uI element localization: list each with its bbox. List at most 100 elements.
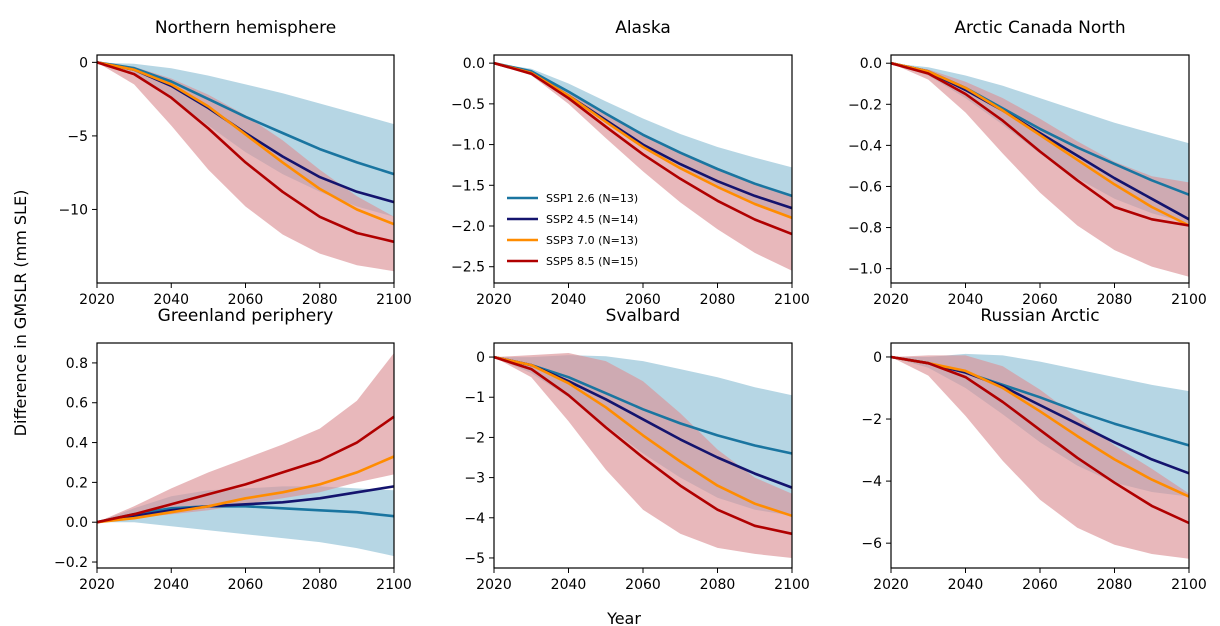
x-tick-label: 2100	[1171, 577, 1207, 593]
panel-title: Russian Arctic	[980, 306, 1099, 326]
y-tick-label: −2	[464, 430, 485, 446]
legend: SSP1 2.6 (N=13) SSP2 4.5 (N=14) SSP3 7.0 (…	[507, 192, 638, 268]
y-tick-label: 0.0	[860, 56, 882, 72]
ssp5-range-band	[494, 353, 792, 558]
x-tick-label: 2100	[1171, 292, 1207, 308]
y-tick-label: 0.8	[66, 356, 88, 372]
series-line-ssp2	[96, 485, 395, 524]
y-tick-label: 0.6	[66, 396, 88, 412]
y-tick-label: −2.5	[451, 260, 485, 276]
ssp5-range-band	[97, 62, 394, 272]
x-tick-label: 2040	[948, 292, 984, 308]
x-tick-label: 2080	[1097, 292, 1133, 308]
x-tick-label: 2020	[476, 292, 512, 308]
series-line-ssp5	[96, 61, 395, 244]
x-tick-label: 2020	[79, 292, 115, 308]
x-tick-label: 2060	[625, 577, 661, 593]
panel-3: 2020 2040 2060 2080 2100 0.0 −0.2 −0.4 −0.6 −0.8 −…	[848, 18, 1207, 308]
y-tick-label: −2.0	[451, 219, 485, 235]
x-tick-label: 2060	[625, 292, 661, 308]
ssp5-range-band	[494, 63, 792, 271]
x-tick-label: 2040	[551, 292, 587, 308]
panel-5: 2020 2040 2060 2080 2100 0 −1 −2 −3 −4 −5 Svalbard	[464, 306, 809, 593]
legend-label: SSP5 8.5 (N=15)	[546, 255, 638, 268]
x-tick-label: 2100	[376, 292, 412, 308]
series-line-ssp3	[96, 61, 395, 226]
y-tick-label: −5	[464, 551, 485, 567]
series-line-ssp5	[96, 415, 395, 524]
y-tick-label: 0	[873, 350, 882, 366]
x-tick-label: 2100	[774, 577, 810, 593]
x-tick-label: 2060	[1022, 292, 1058, 308]
series-line-ssp5	[493, 61, 793, 236]
series-line-ssp3	[890, 61, 1190, 227]
y-tick-label: 0.0	[463, 56, 485, 72]
y-tick-label: −0.5	[451, 97, 485, 113]
x-tick-label: 2020	[873, 577, 909, 593]
y-tick-label: −4	[464, 511, 485, 527]
x-tick-label: 2020	[476, 577, 512, 593]
series-line-ssp1	[493, 61, 793, 198]
ssp5-range-band	[891, 355, 1189, 559]
y-tick-label: −2	[861, 412, 882, 428]
series-line-ssp5	[890, 61, 1190, 227]
y-tick-label: −3	[464, 471, 485, 487]
series-line-ssp5	[890, 355, 1190, 525]
y-tick-label: −0.2	[54, 555, 88, 571]
panel-6: 2020 2040 2060 2080 2100 0 −2 −4 −6 Russian Arcti…	[861, 306, 1206, 593]
panel-title: Svalbard	[606, 306, 681, 326]
ssp5-range-band	[891, 63, 1189, 277]
y-tick-label: −0.8	[848, 221, 882, 237]
y-tick-label: −10	[58, 202, 88, 218]
legend-label: SSP1 2.6 (N=13)	[546, 192, 638, 205]
y-tick-label: −0.6	[848, 179, 882, 195]
panel-1: 2020 2040 2060 2080 2100 0 −5 −10 Northern hemis…	[58, 18, 411, 308]
x-tick-label: 2080	[302, 577, 338, 593]
y-tick-label: −1	[464, 390, 485, 406]
x-tick-label: 2060	[1022, 577, 1058, 593]
y-tick-label: 0	[476, 350, 485, 366]
y-tick-label: −1.5	[451, 178, 485, 194]
y-tick-label: 0	[79, 55, 88, 71]
y-tick-label: −1.0	[451, 138, 485, 154]
panel-title: Greenland periphery	[158, 306, 334, 326]
panel-title: Northern hemisphere	[155, 18, 336, 38]
legend-label: SSP2 4.5 (N=14)	[546, 213, 638, 226]
series-line-ssp5	[493, 355, 793, 536]
x-tick-label: 2040	[153, 577, 189, 593]
x-tick-label: 2020	[79, 577, 115, 593]
x-tick-label: 2080	[700, 577, 736, 593]
y-tick-label: 0.2	[66, 475, 88, 491]
x-axis-title: Year	[606, 609, 641, 626]
x-tick-label: 2100	[376, 577, 412, 593]
x-tick-label: 2080	[700, 292, 736, 308]
x-tick-label: 2020	[873, 292, 909, 308]
y-tick-label: −0.4	[848, 138, 882, 154]
y-axis-title: Difference in GMSLR (mm SLE)	[11, 190, 30, 437]
x-tick-label: 2080	[1097, 577, 1133, 593]
y-tick-label: −4	[861, 474, 882, 490]
panel-title: Alaska	[615, 18, 671, 38]
x-tick-label: 2040	[948, 577, 984, 593]
x-tick-label: 2060	[228, 577, 264, 593]
ssp5-range-band	[97, 353, 394, 523]
x-tick-label: 2100	[774, 292, 810, 308]
y-tick-label: −0.2	[848, 97, 882, 113]
series-line-ssp1	[96, 61, 395, 176]
y-tick-label: −1.0	[848, 262, 882, 278]
x-tick-label: 2080	[302, 292, 338, 308]
y-tick-label: 0.0	[66, 515, 88, 531]
x-tick-label: 2040	[551, 577, 587, 593]
series-line-ssp3	[493, 355, 793, 518]
y-tick-label: −5	[67, 129, 88, 145]
legend-label: SSP3 7.0 (N=13)	[546, 234, 638, 247]
x-tick-label: 2060	[228, 292, 264, 308]
y-tick-label: −6	[861, 536, 882, 552]
series-line-ssp3	[96, 455, 395, 524]
x-tick-label: 2040	[153, 292, 189, 308]
panel-4: 2020 2040 2060 2080 2100 −0.2 0.0 0.2 0.4 0.6 0.8 G…	[54, 306, 412, 593]
y-tick-label: 0.4	[66, 436, 88, 452]
panel-2: 2020 2040 2060 2080 2100 0.0 −0.5 −1.0 −1.5 −2.0 −…	[451, 18, 810, 308]
